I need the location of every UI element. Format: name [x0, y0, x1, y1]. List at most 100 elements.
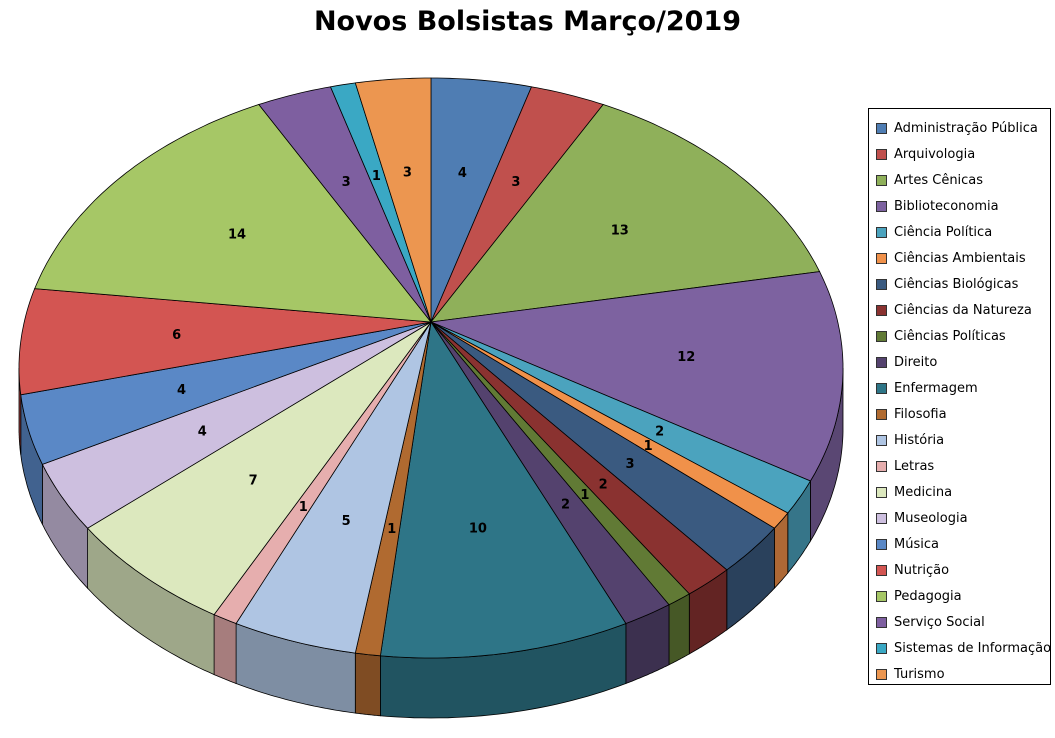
legend-item-historia: História	[876, 427, 1050, 453]
slice-turismo[interactable]	[354, 77, 432, 323]
legend-item-musica: Música	[876, 531, 1050, 557]
slice-enfermagem[interactable]	[379, 320, 627, 659]
slice-museologia[interactable]	[41, 321, 432, 529]
legend-label: Ciências Ambientais	[894, 250, 1026, 266]
chart-title: Novos Bolsistas Março/2019	[313, 6, 742, 37]
legend-swatch	[876, 486, 887, 498]
legend-label: Letras	[894, 458, 935, 474]
data-label-administracao-publica: 4	[458, 166, 467, 181]
slice-historia[interactable]	[235, 321, 432, 654]
legend-label: Ciências Políticas	[894, 328, 1006, 344]
legend-label: Filosofia	[894, 406, 947, 422]
legend-label: Artes Cênicas	[894, 172, 984, 188]
slice-servico-social[interactable]	[258, 86, 432, 323]
legend: Administração Pública Arquivologia Artes C…	[868, 108, 1051, 685]
legend-label: Serviço Social	[894, 614, 985, 630]
legend-item-medicina: Medicina	[876, 479, 1050, 505]
legend-swatch	[876, 122, 887, 134]
legend-swatch	[876, 200, 887, 212]
data-label-nutricao: 6	[172, 328, 181, 343]
slice-medicina[interactable]	[86, 321, 432, 616]
legend-item-ciencias-politicas: Ciências Políticas	[876, 323, 1050, 349]
legend-label: Museologia	[894, 510, 968, 526]
legend-swatch	[876, 226, 887, 238]
legend-item-biblioteconomia: Biblioteconomia	[876, 193, 1050, 219]
data-label-ciencias-biologicas: 3	[625, 457, 634, 472]
data-label-museologia: 4	[198, 425, 207, 440]
slice-side-ciencias-politicas	[668, 593, 690, 666]
data-label-turismo: 3	[403, 166, 412, 181]
legend-item-nutricao: Nutrição	[876, 557, 1050, 583]
data-label-ciencias-da-natureza: 2	[599, 477, 608, 492]
slice-direito[interactable]	[430, 321, 670, 624]
slice-pedagogia[interactable]	[34, 104, 432, 323]
data-label-direito: 2	[561, 497, 570, 512]
slice-ciencias-biologicas[interactable]	[430, 321, 776, 571]
slice-side-filosofia	[354, 652, 381, 717]
slice-artes-cenicas[interactable]	[430, 104, 821, 323]
legend-item-filosofia: Filosofia	[876, 401, 1050, 427]
slice-ciencia-politica[interactable]	[430, 321, 811, 514]
slice-administracao-publica[interactable]	[430, 77, 533, 323]
legend-swatch	[876, 330, 887, 342]
legend-item-pedagogia: Pedagogia	[876, 583, 1050, 609]
legend-label: Direito	[894, 354, 938, 370]
data-label-ciencia-politica: 2	[655, 425, 664, 440]
legend-item-administracao-publica: Administração Pública	[876, 115, 1050, 141]
legend-label: Pedagogia	[894, 588, 962, 604]
data-label-ciencias-politicas: 1	[580, 488, 589, 503]
legend-item-direito: Direito	[876, 349, 1050, 375]
data-label-arquivologia: 3	[511, 175, 520, 190]
legend-swatch	[876, 356, 887, 368]
pie-slices	[18, 77, 844, 659]
slice-musica[interactable]	[20, 321, 432, 465]
legend-swatch	[876, 408, 887, 420]
data-label-medicina: 7	[249, 474, 258, 489]
data-label-musica: 4	[177, 383, 186, 398]
data-label-historia: 5	[342, 514, 351, 529]
legend-swatch	[876, 512, 887, 524]
legend-swatch	[876, 590, 887, 602]
legend-label: Ciências da Natureza	[894, 302, 1032, 318]
data-label-filosofia: 1	[387, 522, 396, 537]
legend-swatch	[876, 252, 887, 264]
legend-label: Música	[894, 536, 939, 552]
legend-swatch	[876, 434, 887, 446]
legend-label: Nutrição	[894, 562, 950, 578]
legend-item-arquivologia: Arquivologia	[876, 141, 1050, 167]
data-label-artes-cenicas: 13	[611, 223, 629, 238]
legend-label: Medicina	[894, 484, 953, 500]
data-label-letras: 1	[299, 500, 308, 515]
legend-item-enfermagem: Enfermagem	[876, 375, 1050, 401]
data-label-enfermagem: 10	[469, 521, 487, 536]
legend-swatch	[876, 668, 887, 680]
legend-swatch	[876, 538, 887, 550]
legend-swatch	[876, 278, 887, 290]
legend-item-artes-cenicas: Artes Cênicas	[876, 167, 1050, 193]
legend-item-servico-social: Serviço Social	[876, 609, 1050, 635]
legend-swatch	[876, 616, 887, 628]
legend-swatch	[876, 148, 887, 160]
slice-arquivologia[interactable]	[430, 86, 604, 323]
legend-item-sistemas-de-informacao: Sistemas de Informação	[876, 635, 1052, 661]
legend-item-ciencias-da-natureza: Ciências da Natureza	[876, 297, 1050, 323]
slice-ciencias-da-natureza[interactable]	[430, 321, 728, 595]
legend-swatch	[876, 460, 887, 472]
legend-label: Arquivologia	[894, 146, 976, 162]
legend-label: Ciências Biológicas	[894, 276, 1019, 292]
legend-label: Sistemas de Informação	[894, 640, 1052, 656]
legend-item-ciencia-politica: Ciência Política	[876, 219, 1050, 245]
legend-label: Biblioteconomia	[894, 198, 999, 214]
legend-label: História	[894, 432, 945, 448]
legend-swatch	[876, 382, 887, 394]
pie-sides	[18, 368, 844, 719]
data-label-ciencias-ambientais: 1	[644, 439, 653, 454]
legend-item-letras: Letras	[876, 453, 1050, 479]
slice-nutricao[interactable]	[18, 288, 432, 396]
legend-label: Turismo	[894, 666, 945, 682]
slice-biblioteconomia[interactable]	[429, 271, 844, 482]
legend-label: Ciência Política	[894, 224, 993, 240]
slice-side-letras	[213, 613, 237, 685]
